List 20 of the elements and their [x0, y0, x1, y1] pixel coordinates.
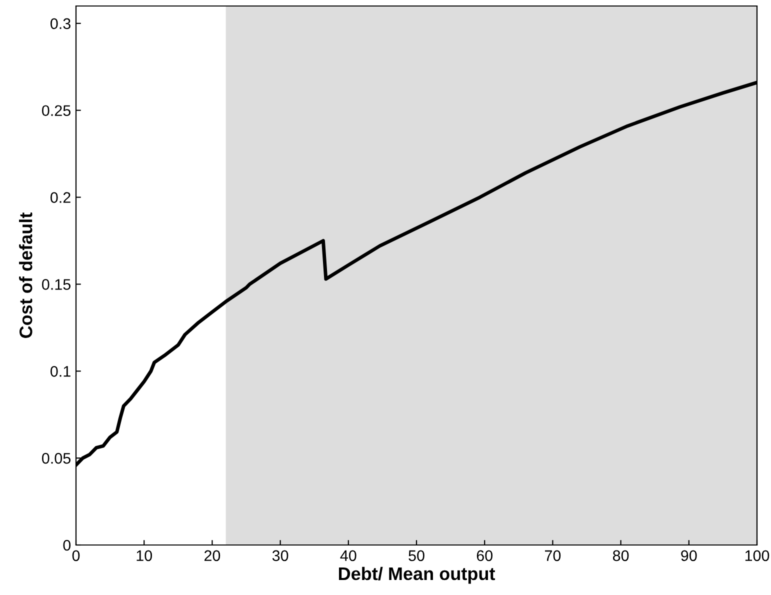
- x-tick-label: 40: [340, 550, 356, 562]
- x-tick-label: 30: [272, 550, 288, 562]
- x-tick-label: 50: [408, 550, 424, 562]
- y-tick-label: 0.25: [42, 105, 70, 116]
- y-tick-label: 0.1: [50, 366, 70, 377]
- x-tick-label: 0: [72, 550, 80, 562]
- x-tick-label: 10: [136, 550, 152, 562]
- x-tick-label: 80: [612, 550, 629, 562]
- y-tick-label: 0: [63, 540, 71, 551]
- x-tick-label: 20: [204, 550, 220, 562]
- y-tick-label: 0.05: [42, 452, 70, 464]
- y-tick-label: 0.2: [50, 192, 70, 203]
- y-tick-label: 0.15: [42, 279, 70, 290]
- x-axis-title: Debt/ Mean output: [338, 566, 496, 584]
- y-axis-title: Cost of default: [19, 212, 32, 338]
- x-tick-label: 100: [745, 550, 770, 562]
- y-tick-label: 0.3: [50, 18, 70, 30]
- x-tick-label: 90: [681, 550, 697, 562]
- x-tick-label: 60: [476, 550, 492, 562]
- x-tick-label: 70: [544, 550, 561, 562]
